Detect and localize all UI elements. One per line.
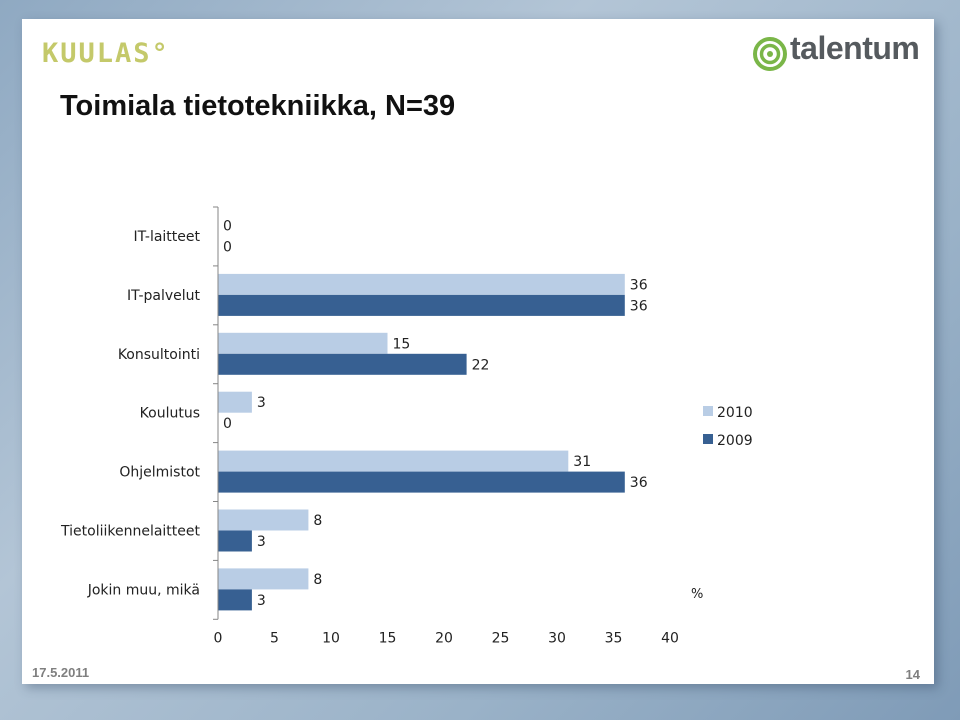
x-tick-label-2: 5	[270, 630, 279, 646]
bar-2009-3	[218, 353, 467, 375]
data-label-2010-2: 36	[630, 277, 648, 293]
category-label-5: Ohjelmistot	[119, 465, 200, 481]
x-axis-label: %	[691, 587, 703, 602]
bar-2010-3	[218, 332, 388, 354]
slide-background	[22, 19, 934, 684]
category-label-4: Koulutus	[140, 406, 200, 422]
bar-2010-6	[218, 509, 309, 531]
page-number: 14	[905, 667, 920, 682]
x-tick-label-7: 30	[548, 630, 566, 646]
bar-2009-5	[218, 471, 625, 493]
bar-2009-2	[218, 294, 625, 316]
kuulas-logo: KUULAS°	[42, 38, 170, 69]
data-label-2010-7: 8	[313, 572, 322, 588]
data-label-2010-3: 15	[393, 336, 411, 352]
talentum-logo-text: talentum	[790, 30, 920, 66]
bar-2010-4	[218, 391, 252, 413]
bar-2010-5	[218, 450, 569, 472]
category-label-3: Konsultointi	[118, 347, 200, 363]
data-label-2010-4: 3	[257, 395, 266, 411]
bar-2010-2	[218, 273, 625, 295]
legend-label-2010: 2010	[717, 405, 753, 421]
x-tick-label-5: 20	[435, 630, 453, 646]
bar-2009-7	[218, 589, 252, 611]
category-label-1: IT-laitteet	[134, 229, 201, 245]
category-label-7: Jokin muu, mikä	[87, 582, 200, 598]
data-label-2009-5: 36	[630, 475, 648, 491]
data-label-2010-5: 31	[573, 454, 591, 470]
bar-2010-7	[218, 568, 309, 590]
x-tick-label-4: 15	[379, 630, 397, 646]
category-label-6: Tietoliikennelaitteet	[60, 524, 200, 540]
bar-2009-6	[218, 530, 252, 552]
legend-swatch-2010	[703, 406, 713, 416]
x-tick-label-1: 0	[214, 630, 223, 646]
category-label-2: IT-palvelut	[127, 288, 200, 304]
x-tick-label-3: 10	[322, 630, 340, 646]
x-tick-label-9: 40	[661, 630, 679, 646]
data-label-2009-7: 3	[257, 593, 266, 609]
data-label-2009-1: 0	[223, 240, 232, 256]
data-label-2010-6: 8	[313, 513, 322, 529]
data-label-2009-4: 0	[223, 416, 232, 432]
legend-swatch-2009	[703, 434, 713, 444]
data-label-2009-2: 36	[630, 298, 648, 314]
footer-date: 17.5.2011	[32, 665, 90, 680]
x-tick-label-6: 25	[492, 630, 510, 646]
data-label-2009-3: 22	[472, 357, 490, 373]
data-label-2009-6: 3	[257, 534, 266, 550]
talentum-logo-mark	[753, 37, 787, 71]
x-tick-label-8: 35	[605, 630, 623, 646]
data-label-2010-1: 0	[223, 219, 232, 235]
legend-label-2009: 2009	[717, 433, 753, 449]
slide-title: Toimiala tietotekniikka, N=39	[60, 90, 456, 122]
